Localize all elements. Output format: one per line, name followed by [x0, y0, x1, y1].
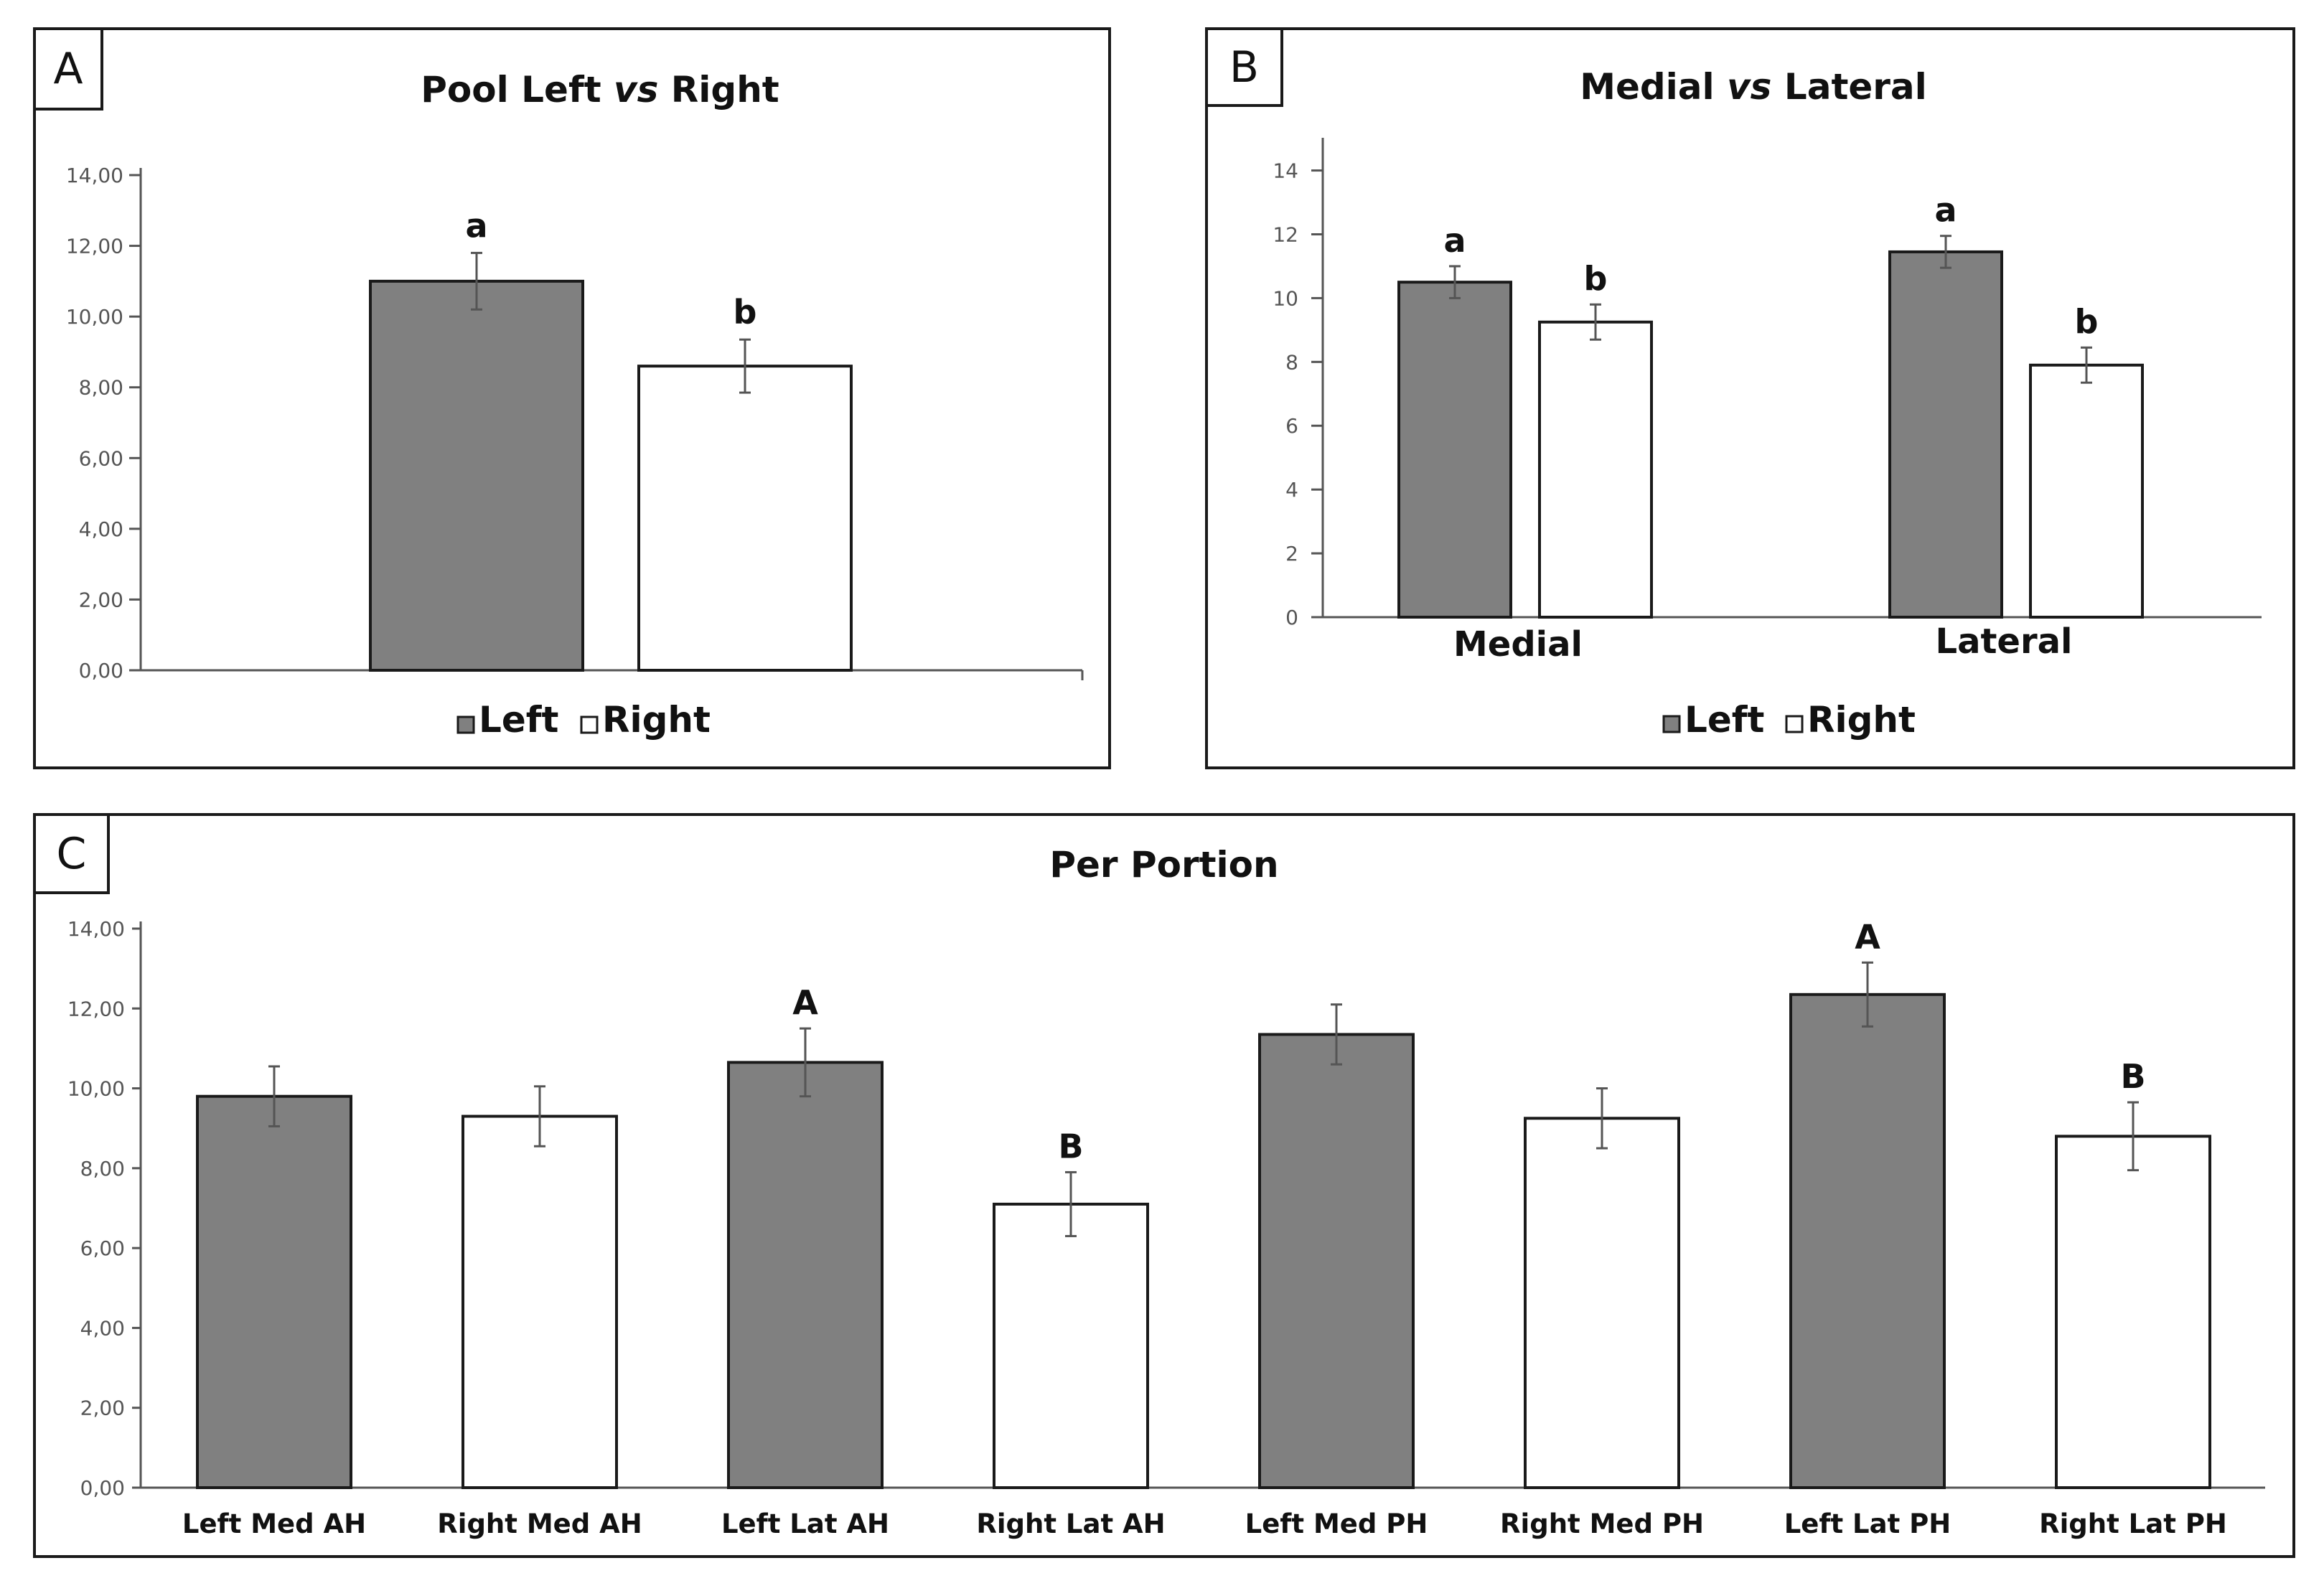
significance-label: b: [734, 293, 757, 332]
chart-b-title-part1: Medial: [1580, 66, 1727, 108]
y-tick-label: 4: [1285, 478, 1298, 502]
y-tick-label: 2,00: [79, 588, 123, 611]
bar-left-lateral: [1888, 250, 2003, 619]
panel-a-letter: A: [33, 27, 103, 111]
y-tick-label: 8: [1285, 350, 1298, 374]
y-tick-label: 10,00: [66, 305, 123, 329]
category-label: Right Med AH: [437, 1508, 642, 1539]
chart-b-plot: 0 2 4 6 8 10 12 14 a a b b Medial Lateral: [1273, 138, 2262, 665]
y-tick-label: 0: [1285, 606, 1298, 629]
legend-left-swatch: [456, 715, 475, 734]
chart-a: Pool Left vs Right 0,00 2,00 4,00 6,00 8,00 1…: [66, 69, 1084, 741]
chart-a-title-part1: Pool Left: [421, 69, 614, 111]
panel-c-letter: C: [33, 813, 110, 894]
category-label: Right Lat PH: [2039, 1508, 2227, 1539]
chart-a-title: Pool Left vs Right: [421, 69, 779, 111]
significance-label: a: [1443, 221, 1466, 260]
legend-right-swatch: [580, 715, 599, 734]
y-tick-label: 14: [1273, 159, 1298, 183]
y-tick-label: 12,00: [66, 235, 123, 258]
bar-left-med-ah: [196, 1094, 352, 1489]
chart-a-title-vs: vs: [614, 69, 658, 111]
significance-label: a: [1934, 191, 1957, 230]
category-label-medial: Medial: [1453, 624, 1583, 665]
significance-label: A: [1855, 917, 1880, 956]
y-tick-label: 2,00: [80, 1397, 125, 1420]
chart-c-title: Per Portion: [1049, 844, 1278, 886]
y-tick-label: 6,00: [79, 446, 123, 470]
y-tick-label: 0,00: [79, 659, 123, 682]
y-tick-label: 0,00: [80, 1476, 125, 1500]
y-tick-label: 10,00: [67, 1077, 125, 1101]
panel-b-letter: B: [1205, 27, 1283, 107]
category-label: Left Med AH: [182, 1508, 366, 1539]
y-tick-label: 8,00: [79, 376, 123, 400]
chart-a-plot: 0,00 2,00 4,00 6,00 8,00 10,00 12,00 14,00 a b: [66, 164, 1084, 682]
chart-b-title-vs: vs: [1727, 66, 1771, 108]
chart-a-title-part3: Right: [658, 69, 779, 111]
category-label: Left Med PH: [1245, 1508, 1428, 1539]
legend-left-label: Left: [479, 699, 558, 741]
chart-b-title-part3: Lateral: [1771, 66, 1926, 108]
bar-right-lat-ah: [993, 1202, 1149, 1490]
category-label: Right Lat AH: [976, 1508, 1165, 1539]
bar-left-lat-ah: [727, 1061, 884, 1489]
y-tick-label: 6,00: [80, 1236, 125, 1260]
chart-b: Medial vs Lateral 0 2 4 6 8 10 12 14 a a b b Medial L…: [1273, 66, 2262, 741]
y-tick-label: 4,00: [79, 517, 123, 541]
bar-right-lateral: [2029, 363, 2144, 619]
legend-left-swatch: [1662, 715, 1681, 733]
panel-a: A Pool Left vs Right 0,00 2,00 4,00 6,00 8,0…: [33, 27, 1111, 769]
legend-right-swatch: [1785, 715, 1804, 733]
bar-right-med-ph: [1524, 1117, 1680, 1489]
significance-label: b: [2075, 302, 2099, 341]
panel-b: B Medial vs Lateral 0 2 4 6 8 10 12 14 a a b b Media…: [1205, 27, 2295, 769]
y-tick-label: 14,00: [67, 917, 125, 941]
bar-left-medial: [1397, 281, 1512, 619]
bar-right-medial: [1538, 320, 1653, 619]
y-tick-label: 10: [1273, 286, 1298, 310]
significance-label: B: [1058, 1127, 1083, 1165]
category-label: Right Med PH: [1500, 1508, 1704, 1539]
legend-left-label: Left: [1685, 699, 1764, 741]
bar-left-med-ph: [1258, 1033, 1415, 1490]
y-tick-label: 4,00: [80, 1316, 125, 1340]
significance-label: A: [792, 983, 818, 1022]
y-tick-label: 8,00: [80, 1157, 125, 1181]
y-tick-label: 12: [1273, 222, 1298, 246]
chart-c-plot: 0,00 2,00 4,00 6,00 8,00 10,00 12,00 14,00 Left …: [67, 917, 2265, 1539]
significance-label: B: [2120, 1057, 2145, 1096]
bar-left: [369, 279, 584, 672]
significance-label: b: [1584, 259, 1608, 298]
y-tick-label: 2: [1285, 542, 1298, 565]
y-tick-label: 12,00: [67, 997, 125, 1020]
chart-c: Per Portion 0,00 2,00 4,00 6,00 8,00 10,00 12,…: [67, 844, 2265, 1539]
chart-b-title: Medial vs Lateral: [1580, 66, 1927, 108]
bar-right-lat-ph: [2055, 1135, 2211, 1489]
significance-label: a: [465, 206, 487, 245]
bar-right: [637, 365, 853, 672]
category-label: Left Lat PH: [1784, 1508, 1951, 1539]
y-tick-label: 14,00: [66, 164, 123, 187]
category-label: Left Lat AH: [721, 1508, 889, 1539]
y-tick-label: 6: [1285, 414, 1298, 438]
legend-right-label: Right: [602, 699, 711, 741]
category-label-lateral: Lateral: [1936, 621, 2073, 662]
legend-right-label: Right: [1807, 699, 1916, 741]
bar-left-lat-ph: [1789, 992, 1946, 1489]
bar-right-med-ah: [461, 1114, 618, 1489]
panel-c: C Per Portion 0,00 2,00 4,00 6,00 8,00 10,00 1…: [33, 813, 2295, 1558]
